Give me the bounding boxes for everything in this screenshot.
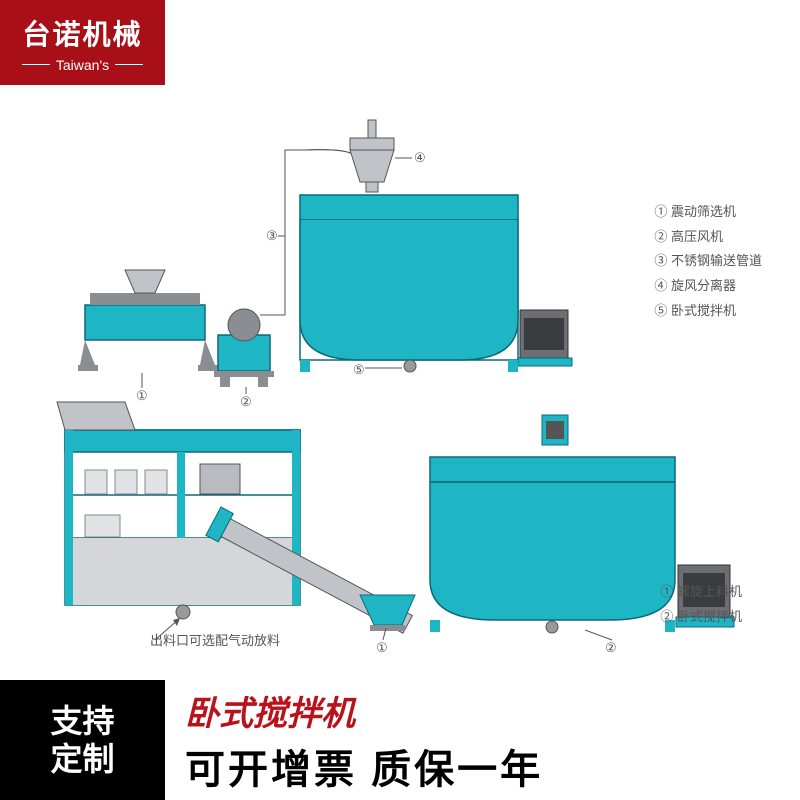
legend-item: ④ 旋风分离器 <box>654 274 762 299</box>
brand-en-row: Taiwan's <box>22 57 143 73</box>
subtitle: 可开增票 质保一年 <box>185 737 800 795</box>
support-line2: 定制 <box>50 740 114 778</box>
brand-line-right <box>115 64 143 65</box>
legend-top: ① 震动筛选机 ② 高压风机 ③ 不锈钢输送管道 ④ 旋风分离器 ⑤ 卧式搅拌机 <box>654 200 762 323</box>
legend-item: ② 高压风机 <box>654 225 762 250</box>
brand-cn: 台诺机械 <box>22 13 142 53</box>
bnum-2: ② <box>605 640 617 655</box>
diagram-area: ① ② ③ ④ ⑤ <box>0 90 800 680</box>
brand-box: 台诺机械 Taiwan's <box>0 0 165 85</box>
product-title: 卧式搅拌机 <box>185 686 800 735</box>
brand-line-left <box>22 64 50 65</box>
bottom-right-box: 卧式搅拌机 可开增票 质保一年 <box>165 680 800 800</box>
bottom-left-box: 支持 定制 <box>0 680 165 800</box>
legend-item: ⑤ 卧式搅拌机 <box>654 299 762 324</box>
brand-en: Taiwan's <box>56 57 109 73</box>
legend-item: ③ 不锈钢输送管道 <box>654 249 762 274</box>
legend-item: ① 螺旋上料机 <box>660 580 742 605</box>
legend-bottom: ① 螺旋上料机 ② 卧式搅拌机 <box>660 580 742 629</box>
bottom-band: 支持 定制 卧式搅拌机 可开增票 质保一年 <box>0 680 800 800</box>
legend-item: ① 震动筛选机 <box>654 200 762 225</box>
legend-item: ② 卧式搅拌机 <box>660 605 742 630</box>
caption-outlet: 出料口可选配气动放料 <box>150 630 280 649</box>
support-line1: 支持 <box>50 702 114 740</box>
bnum-1: ① <box>376 640 388 655</box>
